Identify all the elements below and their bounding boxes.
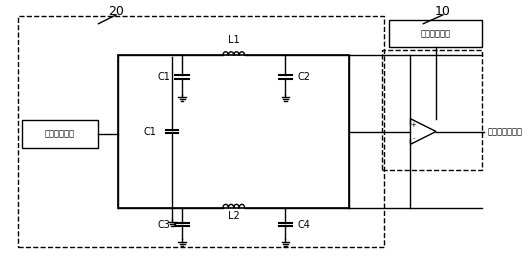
Text: C1: C1 (157, 72, 171, 82)
Text: 实际手机天线: 实际手机天线 (45, 129, 75, 139)
Bar (118, 55, 350, 208)
Text: 20: 20 (108, 5, 124, 18)
Text: 方向判断模块: 方向判断模块 (421, 29, 450, 38)
Text: C2: C2 (297, 72, 310, 82)
Text: C4: C4 (297, 220, 310, 229)
Text: L2: L2 (228, 211, 240, 221)
Bar (389, 20, 482, 47)
Bar (22, 120, 98, 148)
Bar (382, 50, 482, 170)
Text: C1: C1 (144, 126, 156, 136)
Text: -: - (412, 135, 414, 141)
Bar (18, 16, 384, 247)
Text: L1: L1 (228, 35, 240, 45)
Text: 手机信号输入端: 手机信号输入端 (487, 127, 522, 136)
Text: 10: 10 (435, 5, 451, 18)
Text: C3: C3 (157, 220, 171, 229)
Text: +: + (410, 122, 417, 128)
